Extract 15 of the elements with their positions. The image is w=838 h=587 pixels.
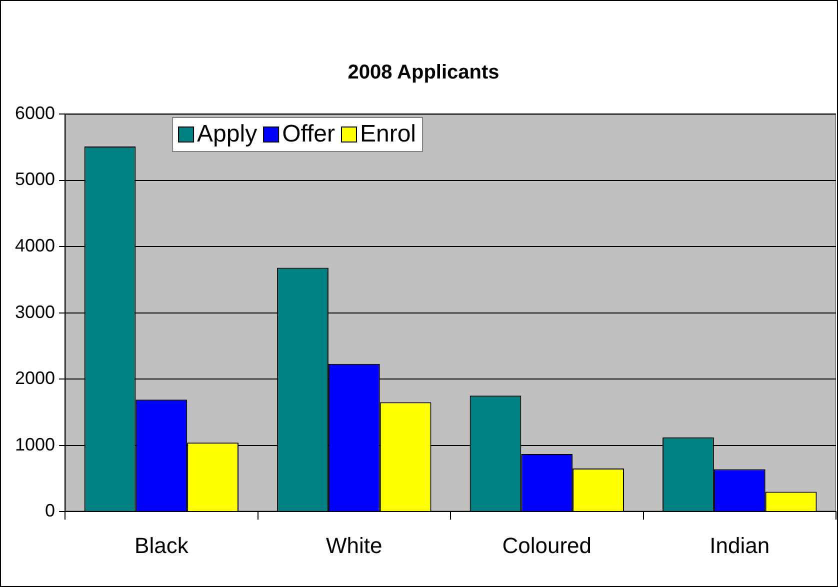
x-tick-label: Black <box>134 532 190 558</box>
legend-label: Apply <box>197 120 258 148</box>
x-tick-label: Indian <box>710 532 770 558</box>
y-tick-label: 2000 <box>14 368 56 388</box>
x-tick-label: White <box>326 532 382 558</box>
legend-label: Offer <box>282 120 335 148</box>
y-tick-label: 1000 <box>14 434 56 454</box>
x-tick-label: Coloured <box>502 532 592 558</box>
y-tick-label: 6000 <box>14 102 56 123</box>
y-tick-label: 3000 <box>14 302 56 322</box>
y-tick-label: 5000 <box>14 169 56 190</box>
chart-title: 2008 Applicants <box>348 62 500 84</box>
y-tick-label: 0 <box>45 500 56 521</box>
legend-label: Enrol <box>360 120 416 148</box>
y-tick-label: 4000 <box>14 236 56 256</box>
